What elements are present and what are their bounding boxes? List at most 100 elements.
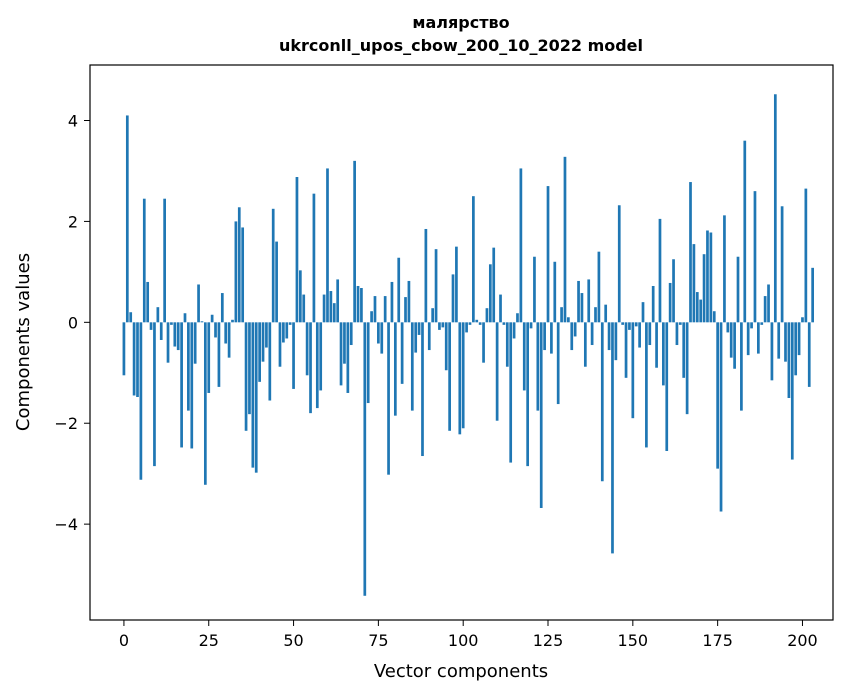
bar	[393, 322, 397, 416]
bar	[499, 294, 502, 323]
bar	[234, 221, 238, 323]
bar	[760, 322, 764, 325]
bar	[319, 322, 323, 391]
bar	[709, 232, 713, 323]
bar	[794, 322, 798, 376]
bar	[726, 322, 730, 333]
bar	[224, 322, 228, 344]
bar	[485, 308, 489, 323]
bar	[475, 319, 479, 323]
x-tick-label: 150	[618, 631, 649, 650]
bar	[170, 322, 173, 325]
bar	[434, 249, 438, 323]
bar	[716, 322, 719, 469]
bar	[665, 322, 669, 451]
bar	[621, 322, 625, 325]
x-tick-label: 125	[533, 631, 564, 650]
bar	[231, 319, 234, 323]
x-tick-label: 25	[199, 631, 219, 650]
bar	[658, 218, 662, 323]
bar	[441, 322, 445, 328]
bar	[556, 322, 560, 405]
bar	[427, 322, 431, 351]
bar	[132, 322, 136, 396]
bar	[695, 292, 699, 323]
bar	[567, 317, 570, 323]
bar	[509, 322, 513, 463]
bar	[597, 251, 601, 323]
bar	[302, 294, 306, 323]
y-axis-ticks: −4 −2 0 2 4	[54, 112, 90, 534]
bar	[580, 293, 584, 323]
bar	[329, 291, 333, 323]
bar	[268, 322, 272, 401]
bar	[407, 280, 411, 323]
bar	[282, 322, 285, 343]
bars-group	[122, 94, 814, 596]
bar	[611, 322, 614, 554]
bar	[176, 322, 180, 351]
chart-subtitle: ukrconll_upos_cbow_200_10_2022 model	[279, 36, 643, 55]
bar	[197, 284, 200, 323]
bar	[600, 322, 604, 482]
bar	[675, 322, 679, 346]
bar	[163, 198, 166, 323]
bar	[729, 322, 733, 358]
bar	[339, 322, 343, 386]
bar	[539, 322, 543, 508]
bar	[193, 322, 197, 364]
x-tick-label: 200	[787, 631, 818, 650]
bar	[468, 322, 472, 325]
bar	[533, 256, 536, 323]
bar	[332, 303, 336, 323]
bar	[801, 317, 804, 323]
bar	[536, 322, 540, 411]
bar	[159, 322, 163, 340]
bar	[472, 196, 475, 323]
x-tick-label: 75	[368, 631, 388, 650]
bar	[207, 322, 211, 393]
bar	[390, 281, 394, 323]
bar	[712, 311, 716, 323]
bar	[516, 313, 519, 323]
bar	[519, 168, 523, 323]
bar	[156, 307, 160, 323]
bar	[607, 322, 611, 351]
bar	[326, 168, 329, 323]
y-tick-label: −4	[54, 515, 78, 534]
bar	[346, 322, 350, 393]
bar	[438, 322, 441, 330]
bar	[488, 264, 492, 323]
bar	[377, 322, 380, 344]
bar	[166, 322, 170, 363]
bar	[366, 322, 370, 404]
bar	[495, 322, 499, 421]
bar	[594, 307, 597, 323]
bar	[312, 193, 316, 323]
bar	[631, 322, 635, 419]
bar	[662, 322, 665, 386]
x-tick-label: 175	[702, 631, 733, 650]
bar	[706, 230, 709, 323]
bar	[380, 322, 384, 354]
bar	[638, 322, 641, 348]
bar	[292, 322, 295, 389]
bar	[187, 322, 190, 411]
bar	[614, 322, 618, 361]
bar	[787, 322, 791, 398]
bar	[343, 322, 346, 364]
bar	[295, 177, 299, 323]
bar	[478, 322, 482, 325]
bar	[546, 186, 550, 323]
bar	[387, 322, 390, 475]
bar	[410, 322, 414, 411]
bar	[685, 322, 689, 415]
bar	[183, 313, 187, 323]
bar	[461, 322, 465, 429]
bar	[763, 296, 767, 323]
y-tick-label: 2	[68, 212, 78, 231]
bar	[414, 322, 418, 353]
bar	[587, 279, 591, 323]
